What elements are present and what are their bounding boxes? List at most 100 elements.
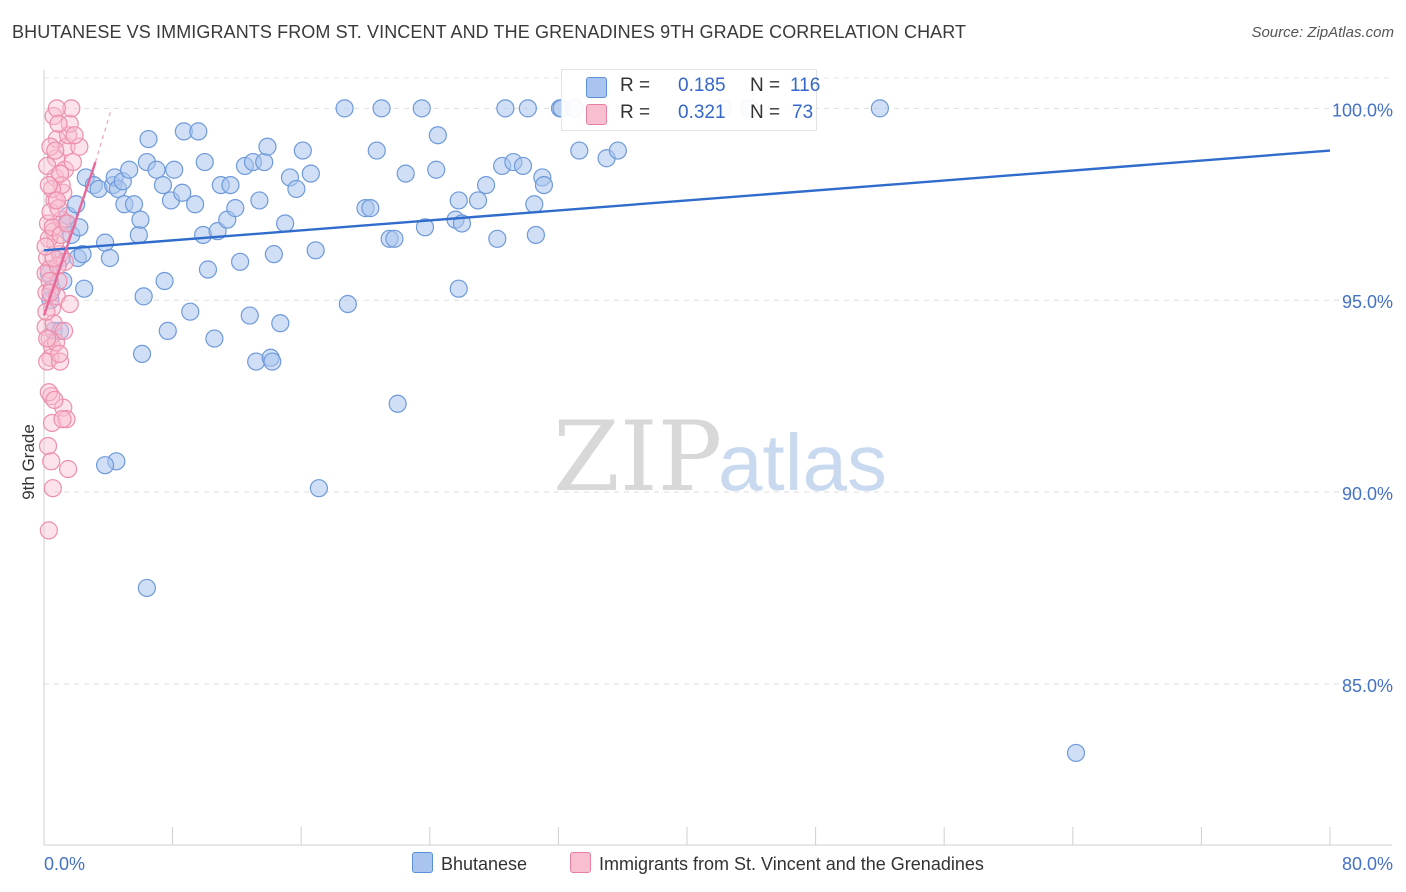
bhutanese-point <box>1066 743 1086 763</box>
bhutanese-point <box>231 252 250 271</box>
bhutanese-point <box>75 279 94 298</box>
legend-n-label: N = <box>750 102 781 123</box>
bhutanese-point <box>526 225 545 245</box>
x-tick-label-0: 0.0% <box>44 854 85 874</box>
immigrants-point <box>70 137 89 156</box>
immigrants-point <box>60 294 79 314</box>
bhutanese-point <box>129 225 148 245</box>
bhutanese-point <box>255 152 274 172</box>
bottom-legend-swatch-immigrants <box>570 852 591 873</box>
immigrants-trend-line <box>42 161 97 316</box>
immigrants-point <box>59 459 78 479</box>
y-tick-label-100: 100.0% <box>1332 100 1393 120</box>
bhutanese-point <box>608 141 627 160</box>
bhutanese-point <box>518 99 537 118</box>
y-tick-label-90: 90.0% <box>1342 484 1393 504</box>
bhutanese-point <box>488 229 507 248</box>
bhutanese-point <box>132 344 152 364</box>
immigrants-point <box>36 237 55 256</box>
legend-box: R = 0.185 N = 116 R = 0.321 N = 73 <box>561 69 821 131</box>
immigrants-point <box>65 126 84 145</box>
bhutanese-point <box>385 229 404 248</box>
bhutanese-point <box>221 175 240 195</box>
immigrants-point <box>38 329 57 348</box>
bhutanese-point <box>186 195 205 214</box>
immigrants-point <box>46 141 65 160</box>
legend-r-label: R = <box>620 75 651 96</box>
bhutanese-point <box>361 199 380 218</box>
immigrants-point <box>45 390 64 410</box>
legend-r-value-immigrants: 0.321 <box>678 102 726 123</box>
trend-lines <box>42 108 1331 316</box>
bhutanese-point <box>250 191 269 210</box>
bhutanese-point <box>496 99 515 118</box>
bhutanese-point <box>73 245 92 264</box>
bhutanese-point <box>271 314 290 333</box>
data-points <box>36 99 1086 763</box>
immigrants-point <box>49 199 68 218</box>
immigrants-point <box>42 452 61 471</box>
bhutanese-point <box>158 321 177 340</box>
bhutanese-point <box>124 195 144 214</box>
bhutanese-point <box>195 152 214 172</box>
bhutanese-point <box>189 122 208 141</box>
bhutanese-point <box>309 479 328 498</box>
legend-swatch-immigrants <box>586 104 607 125</box>
bottom-legend-bhutanese: Bhutanese <box>412 852 527 875</box>
source-credit: Source: ZipAtlas.com <box>1251 24 1394 41</box>
bhutanese-point <box>428 126 447 145</box>
bhutanese-point <box>258 137 277 156</box>
bhutanese-point <box>198 260 218 279</box>
watermark-atlas: atlas <box>718 418 887 507</box>
bhutanese-point <box>412 99 431 118</box>
immigrants-point <box>50 164 70 183</box>
bhutanese-point <box>173 183 192 202</box>
bhutanese-point <box>306 241 325 260</box>
immigrants-point <box>44 314 63 333</box>
immigrants-trend-extension <box>94 108 113 163</box>
bhutanese-point <box>534 175 554 195</box>
bhutanese-point <box>335 99 354 118</box>
bhutanese-point <box>338 294 357 314</box>
legend-swatch-bhutanese <box>586 77 607 98</box>
bhutanese-trend-line <box>43 149 1331 252</box>
bhutanese-point <box>240 306 259 325</box>
bottom-legend-immigrants: Immigrants from St. Vincent and the Gren… <box>570 852 984 875</box>
bhutanese-point <box>120 160 139 179</box>
bhutanese-point <box>301 164 320 183</box>
bhutanese-point <box>427 160 446 179</box>
immigrants-point <box>39 521 58 540</box>
bhutanese-point <box>293 141 312 160</box>
bhutanese-point <box>95 456 115 475</box>
bhutanese-point <box>100 248 120 268</box>
legend-n-label: N = <box>750 75 781 96</box>
bhutanese-point <box>139 129 158 149</box>
bhutanese-point <box>181 302 200 321</box>
immigrants-point <box>50 344 69 364</box>
bhutanese-point <box>476 175 496 195</box>
bhutanese-point <box>153 175 173 195</box>
bhutanese-point <box>264 245 283 264</box>
y-axis-label: 9th Grade <box>19 424 38 500</box>
immigrants-point <box>54 321 74 340</box>
bhutanese-point <box>95 233 115 252</box>
bhutanese-point <box>367 141 386 160</box>
bhutanese-point <box>415 218 435 237</box>
legend-n-value-bhutanese: 116 <box>790 75 821 96</box>
bhutanese-point <box>513 156 533 176</box>
bhutanese-point <box>131 210 150 229</box>
legend-r-label: R = <box>620 102 651 123</box>
bhutanese-point <box>372 99 391 118</box>
chart-title: BHUTANESE VS IMMIGRANTS FROM ST. VINCENT… <box>12 22 967 42</box>
immigrants-point <box>53 410 72 429</box>
immigrants-point <box>41 283 60 302</box>
bottom-legend-label-immigrants: Immigrants from St. Vincent and the Gren… <box>599 854 984 874</box>
immigrants-point <box>51 225 70 245</box>
bhutanese-point <box>449 191 468 210</box>
immigrants-point <box>63 152 83 172</box>
bhutanese-point <box>155 271 174 291</box>
immigrants-point <box>43 479 62 498</box>
y-tick-label-85: 85.0% <box>1342 676 1393 696</box>
immigrants-point <box>38 436 58 456</box>
